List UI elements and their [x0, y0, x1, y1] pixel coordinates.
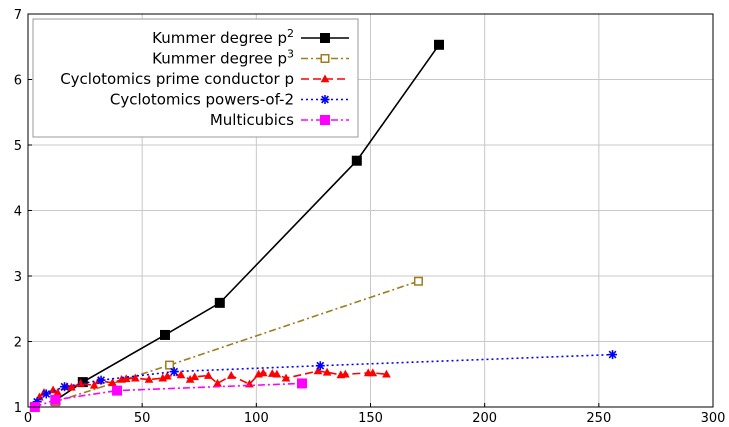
- legend-label: Kummer degree p2: [152, 27, 294, 47]
- legend-label: Cyclotomics powers-of-2: [110, 91, 294, 109]
- marker-open-square: [413, 276, 423, 286]
- marker-square: [214, 297, 225, 308]
- marker-triangle: [313, 366, 323, 375]
- marker-triangle: [121, 374, 131, 383]
- y-tick-label: 2: [14, 336, 22, 351]
- y-tick-label: 7: [14, 8, 22, 23]
- series-line: [36, 353, 613, 403]
- marker-triangle: [272, 369, 282, 378]
- y-tick-label: 3: [14, 270, 22, 285]
- y-tick-label: 1: [14, 401, 22, 416]
- marker-star: [608, 350, 618, 360]
- marker-open-square: [165, 360, 175, 370]
- axis-ticks: 0 50 100 150 200 250 300 1 2 3 4 5 6 7: [14, 8, 726, 426]
- marker-star: [41, 389, 51, 399]
- marker-triangle: [281, 373, 291, 382]
- marker-triangle: [322, 367, 332, 376]
- x-tick-label: 300: [701, 411, 726, 426]
- marker-triangle: [341, 369, 350, 378]
- marker-triangle: [320, 74, 330, 83]
- series-4: [32, 350, 618, 407]
- marker-star: [60, 382, 70, 392]
- series-line: [34, 382, 303, 408]
- x-tick-label: 0: [24, 411, 32, 426]
- y-tick-label: 4: [14, 205, 22, 220]
- y-tick-label: 5: [14, 139, 22, 154]
- marker-square: [320, 33, 330, 43]
- x-tick-label: 150: [358, 411, 383, 426]
- y-tick-label: 6: [14, 74, 22, 89]
- legend-label: Multicubics: [210, 111, 294, 129]
- legend-label: Cyclotomics prime conductor p: [60, 70, 294, 88]
- marker-triangle: [258, 368, 268, 377]
- marker-square: [160, 329, 170, 340]
- x-tick-label: 100: [244, 411, 269, 426]
- plot-series: [29, 39, 618, 412]
- marker-triangle: [130, 373, 140, 382]
- marker-square: [320, 115, 330, 125]
- marker-open-square: [320, 54, 330, 63]
- legend-label: Kummer degree p3: [152, 48, 294, 68]
- x-tick-label: 250: [586, 411, 611, 426]
- marker-square: [351, 155, 362, 166]
- marker-square: [297, 378, 307, 389]
- series-3: [30, 366, 391, 411]
- marker-star: [169, 367, 179, 377]
- marker-triangle: [144, 374, 154, 383]
- marker-triangle: [162, 371, 172, 380]
- marker-star: [315, 361, 325, 371]
- marker-square: [434, 39, 444, 50]
- marker-square: [112, 385, 123, 396]
- marker-triangle: [108, 378, 117, 387]
- marker-triangle: [67, 382, 76, 391]
- marker-square: [50, 394, 61, 405]
- x-tick-label: 50: [134, 411, 151, 426]
- marker-triangle: [382, 369, 391, 378]
- marker-star: [320, 95, 330, 104]
- marker-star: [96, 375, 106, 385]
- x-tick-label: 200: [472, 411, 497, 426]
- marker-triangle: [368, 368, 378, 377]
- marker-triangle: [89, 380, 99, 389]
- marker-triangle: [204, 371, 213, 379]
- marker-triangle: [226, 371, 236, 379]
- marker-triangle: [176, 370, 186, 379]
- marker-triangle: [190, 372, 200, 381]
